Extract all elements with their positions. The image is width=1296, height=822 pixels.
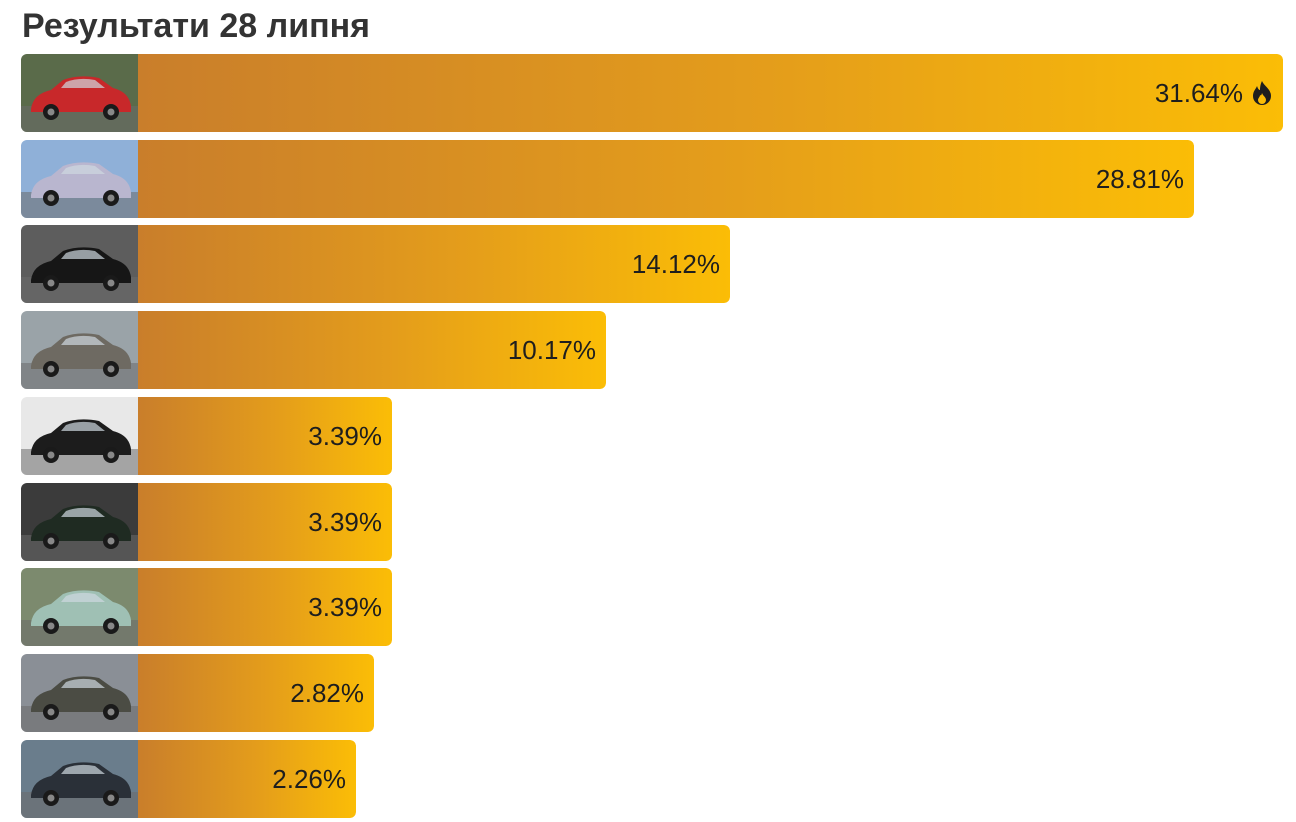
black-sedan-car-icon [21, 397, 138, 475]
data-label: 14.12% [632, 225, 720, 303]
bar-row: 28.81% [21, 140, 1194, 218]
bar-row: 14.12% [21, 225, 730, 303]
bar: 10.17% [138, 311, 606, 389]
red-car-in-garage-icon [21, 54, 138, 132]
data-label-text: 10.17% [507, 335, 596, 365]
data-label-text: 3.39% [308, 507, 382, 537]
bar: 2.82% [138, 654, 374, 732]
data-label-text: 14.12% [631, 249, 720, 279]
bar-row: 2.82% [21, 654, 374, 732]
data-label: 31.64% [1155, 54, 1273, 132]
bar-row: 31.64% [21, 54, 1283, 132]
data-label: 10.17% [508, 311, 596, 389]
silver-convertible-car-icon [21, 140, 138, 218]
data-label-text: 3.39% [308, 592, 382, 622]
data-label-text: 3.39% [308, 421, 382, 451]
bar-row: 3.39% [21, 483, 392, 561]
bar: 3.39% [138, 397, 392, 475]
bar-row: 2.26% [21, 740, 356, 818]
bar-row: 3.39% [21, 568, 392, 646]
data-label: 3.39% [308, 397, 382, 475]
black-sedan-car-icon [21, 225, 138, 303]
bar-row: 10.17% [21, 311, 606, 389]
data-label-text: 2.82% [290, 678, 364, 708]
bar: 31.64% [138, 54, 1283, 132]
data-label: 3.39% [308, 568, 382, 646]
dark-hatchback-car-icon [21, 740, 138, 818]
fire-icon [1251, 58, 1273, 132]
data-label-text: 2.26% [272, 764, 346, 794]
data-label: 3.39% [308, 483, 382, 561]
data-label-text: 31.64% [1154, 78, 1243, 108]
bar: 14.12% [138, 225, 730, 303]
bar: 3.39% [138, 483, 392, 561]
data-label: 2.26% [272, 740, 346, 818]
data-label: 28.81% [1096, 140, 1184, 218]
grey-hatchback-car-icon [21, 311, 138, 389]
dark-green-sedan-car-icon [21, 483, 138, 561]
light-green-sedan-car-icon [21, 568, 138, 646]
dark-suv-car-icon [21, 654, 138, 732]
data-label: 2.82% [290, 654, 364, 732]
bar: 28.81% [138, 140, 1194, 218]
chart-title: Результати 28 липня [22, 7, 371, 45]
bar-row: 3.39% [21, 397, 392, 475]
bar: 2.26% [138, 740, 356, 818]
data-label-text: 28.81% [1095, 164, 1184, 194]
bar: 3.39% [138, 568, 392, 646]
